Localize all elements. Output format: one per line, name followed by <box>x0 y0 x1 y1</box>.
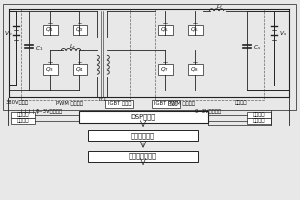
Text: IGBT 驱动板: IGBT 驱动板 <box>107 101 131 106</box>
Bar <box>11 112 35 118</box>
Text: $C_s$: $C_s$ <box>253 43 261 52</box>
Text: PWM 驱动信号: PWM 驱动信号 <box>168 101 195 106</box>
Bar <box>188 64 203 75</box>
Bar <box>247 118 271 124</box>
Text: $Q_3$: $Q_3$ <box>45 65 54 74</box>
Bar <box>188 25 203 35</box>
Bar <box>155 9 264 100</box>
Text: $Q_7$: $Q_7$ <box>160 65 169 74</box>
Text: 数据通信模块: 数据通信模块 <box>131 132 155 139</box>
Bar <box>11 118 35 124</box>
Bar <box>21 9 130 100</box>
Text: 电压采样: 电压采样 <box>253 112 266 117</box>
Bar <box>152 100 180 108</box>
Text: 锂电池侧: 锂电池侧 <box>235 100 247 105</box>
Bar <box>79 111 208 123</box>
Bar <box>247 112 271 118</box>
Bar <box>73 25 87 35</box>
Bar <box>88 151 198 162</box>
Bar <box>43 64 58 75</box>
Bar <box>3 4 296 110</box>
Bar <box>158 64 173 75</box>
Text: $Q_8$: $Q_8$ <box>190 65 199 74</box>
Bar <box>158 25 173 35</box>
Text: $Q_4$: $Q_4$ <box>75 65 84 74</box>
Text: 电压采样: 电压采样 <box>16 112 29 117</box>
Text: $Q_1$: $Q_1$ <box>45 25 54 34</box>
Text: $C_1$: $C_1$ <box>35 44 43 53</box>
Text: 电流采样: 电流采样 <box>16 118 29 123</box>
Text: 0~3V采样信号: 0~3V采样信号 <box>36 109 63 114</box>
Text: n:1: n:1 <box>98 97 106 102</box>
Text: 电流采样: 电流采样 <box>253 118 266 123</box>
Text: $Q_6$: $Q_6$ <box>190 25 199 34</box>
Text: 380V侧电网: 380V侧电网 <box>6 100 29 105</box>
Text: $L_r$: $L_r$ <box>69 42 76 51</box>
Bar <box>73 64 87 75</box>
Bar <box>43 25 58 35</box>
Text: IGBT 驱动板: IGBT 驱动板 <box>154 101 178 106</box>
Text: $Q_2$: $Q_2$ <box>75 25 84 34</box>
Bar <box>105 100 133 108</box>
Text: $V_s$: $V_s$ <box>279 29 287 38</box>
Text: 变换器控制模块: 变换器控制模块 <box>129 153 157 159</box>
Text: DSP主控板: DSP主控板 <box>130 114 156 120</box>
Text: PWM 驱动信号: PWM 驱动信号 <box>56 101 83 106</box>
Bar <box>88 130 198 141</box>
Text: $L_f$: $L_f$ <box>216 2 223 11</box>
Text: $V_b$: $V_b$ <box>4 29 12 38</box>
Text: 0~3V采样信号: 0~3V采样信号 <box>195 109 222 114</box>
Text: $Q_5$: $Q_5$ <box>160 25 169 34</box>
